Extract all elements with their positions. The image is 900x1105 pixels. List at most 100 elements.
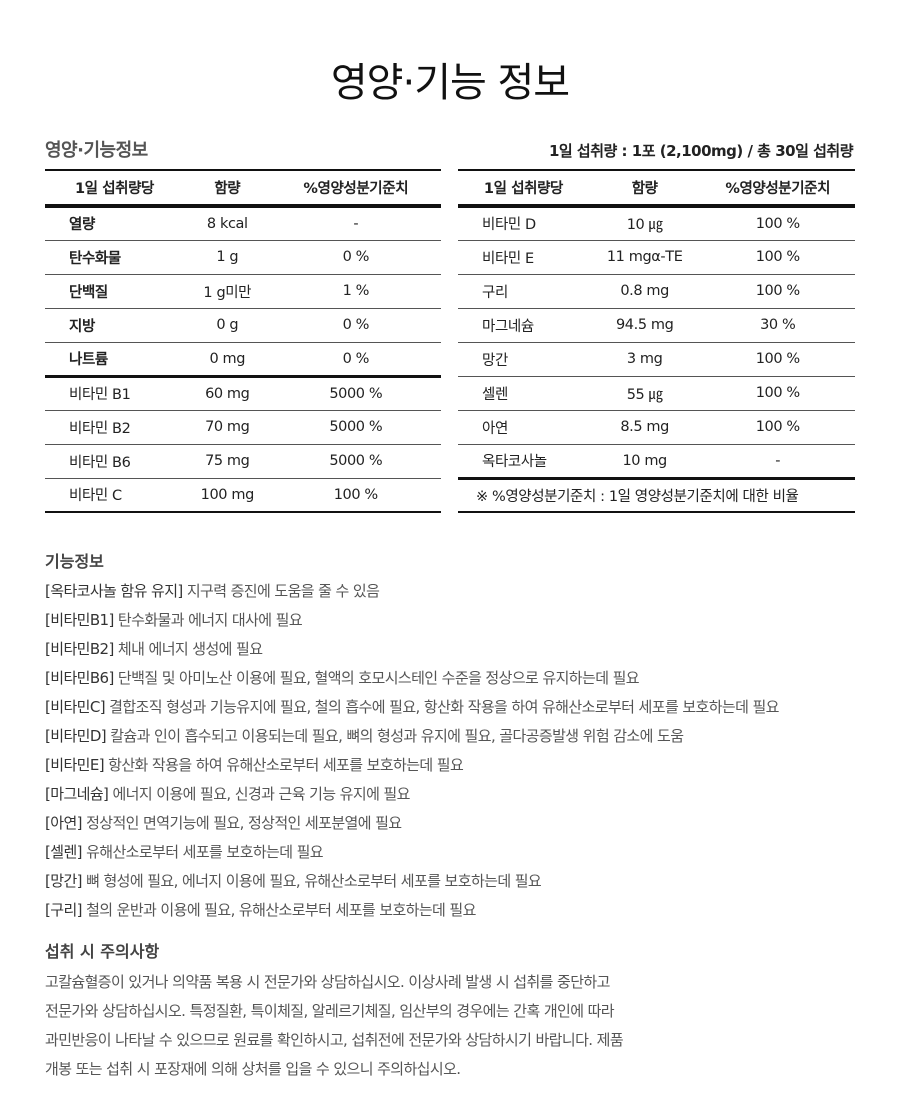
nutrient-amount: 60 mg — [183, 376, 271, 411]
nutrient-daily-value: 100 % — [700, 240, 855, 275]
table-row: 망간 3 mg 100 % — [458, 342, 855, 377]
function-item: [비타민E] 항산화 작용을 하여 유해산소로부터 세포를 보호하는데 필요 — [45, 751, 779, 780]
footnote: ※ %영양성분기준치 : 1일 영양성분기준치에 대한 비율 — [458, 478, 855, 513]
table-row: 비타민 B2 70 mg 5000 % — [45, 410, 441, 445]
nutrient-name: 비타민 D — [458, 206, 589, 241]
nutrient-daily-value: 5000 % — [270, 444, 441, 479]
nutrient-name: 비타민 B2 — [45, 410, 184, 445]
table-row: 비타민 B6 75 mg 5000 % — [45, 444, 441, 479]
nutrient-daily-value: 100 % — [700, 274, 855, 309]
table-row: 나트륨 0 mg 0 % — [45, 342, 441, 378]
nutrient-daily-value: 0 % — [270, 342, 441, 378]
nutrient-amount: 55 ㎍ — [588, 376, 701, 411]
table-row: 비타민 B1 60 mg 5000 % — [45, 376, 441, 411]
nutrient-daily-value: 100 % — [700, 206, 855, 241]
nutrient-amount: 3 mg — [588, 342, 701, 377]
header-amount: 함량 — [588, 170, 701, 208]
function-item: [마그네슘] 에너지 이용에 필요, 신경과 근육 기능 유지에 필요 — [45, 780, 779, 809]
nutrient-name: 망간 — [458, 342, 589, 377]
nutrient-amount: 0.8 mg — [588, 274, 701, 309]
nutrient-daily-value: 100 % — [270, 478, 441, 513]
function-text: 체내 에너지 생성에 필요 — [117, 640, 263, 658]
function-tag: [셀렌] — [45, 843, 83, 861]
function-tag: [비타민C] — [45, 698, 106, 716]
nutrient-name: 단백질 — [45, 274, 184, 309]
nutrient-amount: 11 mgα-TE — [588, 240, 701, 275]
nutrient-name: 비타민 B1 — [45, 376, 184, 411]
nutrient-daily-value: 5000 % — [270, 410, 441, 445]
nutrient-daily-value: 5000 % — [270, 376, 441, 411]
nutrient-amount: 70 mg — [183, 410, 271, 445]
function-text: 탄수화물과 에너지 대사에 필요 — [117, 611, 303, 629]
function-item: [망간] 뼈 형성에 필요, 에너지 이용에 필요, 유해산소로부터 세포를 보… — [45, 867, 779, 896]
nutrient-name: 지방 — [45, 308, 184, 343]
nutrient-amount: 8 kcal — [183, 206, 271, 241]
nutrient-daily-value: - — [700, 444, 855, 480]
table-row: 비타민 C 100 mg 100 % — [45, 478, 441, 513]
table-note-row: ※ %영양성분기준치 : 1일 영양성분기준치에 대한 비율 — [458, 478, 855, 513]
nutrient-daily-value: 0 % — [270, 240, 441, 275]
header-amount: 함량 — [183, 170, 271, 208]
caution-heading: 섭취 시 주의사항 — [45, 942, 160, 961]
table-row: 셀렌 55 ㎍ 100 % — [458, 376, 855, 411]
function-text: 철의 운반과 이용에 필요, 유해산소로부터 세포를 보호하는데 필요 — [86, 901, 476, 919]
nutrient-name: 비타민 B6 — [45, 444, 184, 479]
caution-line: 고칼슘혈증이 있거나 의약품 복용 시 전문가와 상담하십시오. 이상사례 발생… — [45, 973, 610, 991]
nutrient-amount: 0 g — [183, 308, 271, 343]
function-tag: [비타민E] — [45, 756, 105, 774]
table-row: 비타민 E 11 mgα-TE 100 % — [458, 240, 855, 275]
nutrient-amount: 0 mg — [183, 342, 271, 378]
nutrient-amount: 8.5 mg — [588, 410, 701, 445]
nutrient-name: 열량 — [45, 206, 184, 241]
function-tag: [구리] — [45, 901, 83, 919]
function-tag: [아연] — [45, 814, 83, 832]
nutrient-name: 아연 — [458, 410, 589, 445]
page-title: 영양·기능 정보 — [330, 60, 570, 106]
nutrient-daily-value: 100 % — [700, 376, 855, 411]
nutrient-daily-value: 100 % — [700, 342, 855, 377]
nutrient-daily-value: 30 % — [700, 308, 855, 343]
nutrient-name: 비타민 E — [458, 240, 589, 275]
function-item: [아연] 정상적인 면역기능에 필요, 정상적인 세포분열에 필요 — [45, 809, 779, 838]
function-text: 뼈 형성에 필요, 에너지 이용에 필요, 유해산소로부터 세포를 보호하는데 … — [86, 872, 542, 890]
function-tag: [비타민B2] — [45, 640, 114, 658]
nutrient-name: 셀렌 — [458, 376, 589, 411]
nutrient-name: 탄수화물 — [45, 240, 184, 275]
nutrient-name: 나트륨 — [45, 342, 184, 378]
header-daily-value: %영양성분기준치 — [700, 170, 855, 208]
table-row: 비타민 D 10 ㎍ 100 % — [458, 206, 855, 241]
nutrient-amount: 94.5 mg — [588, 308, 701, 343]
function-tag: [망간] — [45, 872, 83, 890]
nutrient-amount: 1 g미만 — [183, 274, 271, 309]
nutrient-daily-value: 100 % — [700, 410, 855, 445]
nutrient-name: 마그네슘 — [458, 308, 589, 343]
caution-line: 과민반응이 나타날 수 있으므로 원료를 확인하시고, 섭취전에 전문가와 상담… — [45, 1031, 624, 1049]
nutrient-amount: 100 mg — [183, 478, 271, 513]
function-text: 에너지 이용에 필요, 신경과 근육 기능 유지에 필요 — [112, 785, 410, 803]
header-serving: 1일 섭취량당 — [45, 170, 184, 208]
function-text: 항산화 작용을 하여 유해산소로부터 세포를 보호하는데 필요 — [108, 756, 464, 774]
nutrient-amount: 1 g — [183, 240, 271, 275]
nutrient-name: 비타민 C — [45, 478, 184, 513]
function-tag: [옥타코사놀 함유 유지] — [45, 582, 183, 600]
function-tag: [비타민B6] — [45, 669, 114, 687]
caution-line: 개봉 또는 섭취 시 포장재에 의해 상처를 입을 수 있으니 주의하십시오. — [45, 1060, 461, 1078]
function-item: [비타민B6] 단백질 및 아미노산 이용에 필요, 혈액의 호모시스테인 수준… — [45, 664, 779, 693]
function-item: [구리] 철의 운반과 이용에 필요, 유해산소로부터 세포를 보호하는데 필요 — [45, 896, 779, 925]
table-row: 아연 8.5 mg 100 % — [458, 410, 855, 445]
nutrient-amount: 10 mg — [588, 444, 701, 480]
function-item: [비타민B1] 탄수화물과 에너지 대사에 필요 — [45, 606, 779, 635]
caution-text: 고칼슘혈증이 있거나 의약품 복용 시 전문가와 상담하십시오. 이상사례 발생… — [45, 968, 624, 1084]
function-item: [셀렌] 유해산소로부터 세포를 보호하는데 필요 — [45, 838, 779, 867]
nutrient-daily-value: 1 % — [270, 274, 441, 309]
function-tag: [마그네슘] — [45, 785, 109, 803]
function-text: 정상적인 면역기능에 필요, 정상적인 세포분열에 필요 — [86, 814, 402, 832]
table-row: 옥타코사놀 10 mg - — [458, 444, 855, 480]
nutrient-name: 옥타코사놀 — [458, 444, 589, 480]
nutrient-name: 구리 — [458, 274, 589, 309]
function-item: [비타민D] 칼슘과 인이 흡수되고 이용되는데 필요, 뼈의 형성과 유지에 … — [45, 722, 779, 751]
function-tag: [비타민D] — [45, 727, 107, 745]
function-list: [옥타코사놀 함유 유지] 지구력 증진에 도움을 줄 수 있음 [비타민B1] … — [45, 577, 779, 925]
